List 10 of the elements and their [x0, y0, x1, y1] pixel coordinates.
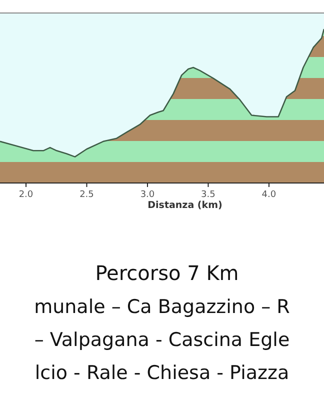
x-tick-label: 4.0 [262, 190, 276, 200]
text: lcio - Rale - Chiesa - Piazza [34, 362, 290, 384]
x-tick-label: 3.0 [140, 190, 155, 200]
x-axis-title: Distanza (km) [148, 200, 222, 211]
text: munale – Ca Bagazzino – R [34, 296, 290, 318]
text: Percorso 7 Km [95, 261, 239, 285]
text: – Valpagana - Cascina Egle [34, 329, 290, 351]
x-tick-label: 2.0 [18, 190, 34, 200]
x-tick-label: 3.5 [201, 190, 216, 200]
x-tick-label: 2.5 [80, 190, 94, 200]
